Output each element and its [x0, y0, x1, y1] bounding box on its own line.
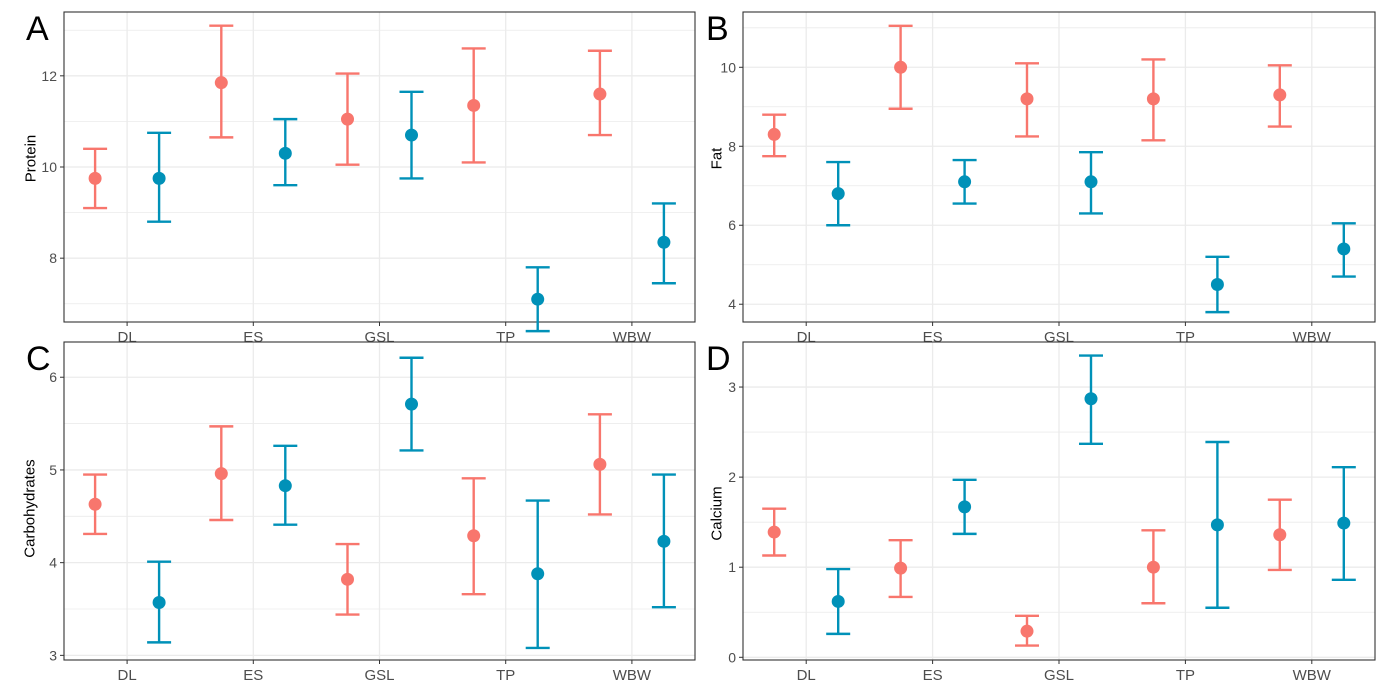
data-point-c	[88, 497, 102, 511]
data-point-a	[593, 87, 607, 101]
x-tick-label-c: TP	[496, 667, 515, 684]
x-tick-label-c: WBW	[613, 667, 652, 684]
data-point-c	[214, 467, 228, 481]
data-point-b	[958, 175, 972, 189]
y-tick-label-a: 10	[41, 159, 57, 175]
x-tick-label-d: DL	[797, 667, 816, 684]
data-point-a	[88, 171, 102, 185]
x-tick-label-c: ES	[243, 667, 263, 684]
data-point-d	[831, 594, 845, 608]
data-point-b	[1337, 242, 1351, 256]
data-point-b	[1084, 175, 1098, 189]
y-tick-label-c: 4	[49, 555, 57, 571]
data-point-d	[1084, 392, 1098, 406]
panel-label-d: D	[706, 340, 731, 378]
y-tick-label-b: 6	[728, 217, 736, 233]
y-tick-label-c: 6	[49, 369, 57, 385]
panel-label-c: C	[26, 340, 51, 378]
data-point-b	[1210, 277, 1224, 291]
data-point-c	[278, 479, 292, 493]
data-point-a	[467, 98, 481, 112]
x-tick-label-c: GSL	[364, 667, 394, 684]
data-point-b	[831, 187, 845, 201]
x-tick-label-d: ES	[923, 667, 943, 684]
data-point-b	[1020, 92, 1034, 106]
data-point-a	[214, 76, 228, 90]
data-point-d	[767, 525, 781, 539]
y-tick-label-b: 4	[728, 296, 736, 312]
data-point-b	[767, 127, 781, 141]
data-point-d	[1020, 624, 1034, 638]
panel-label-b: B	[706, 10, 729, 48]
data-point-a	[341, 112, 354, 126]
y-tick-label-b: 10	[720, 59, 736, 75]
y-tick-label-d: 0	[728, 649, 736, 665]
data-point-b	[894, 60, 908, 74]
data-point-c	[593, 457, 607, 471]
data-point-c	[405, 397, 418, 411]
y-tick-label-d: 2	[728, 469, 736, 485]
y-tick-label-c: 3	[49, 647, 57, 663]
data-point-a	[152, 171, 166, 185]
x-tick-label-d: WBW	[1293, 667, 1332, 684]
data-point-c	[531, 567, 545, 581]
data-point-d	[1210, 518, 1224, 532]
y-tick-label-d: 3	[728, 379, 736, 395]
data-point-b	[1146, 92, 1160, 106]
data-point-a	[278, 146, 292, 160]
data-point-c	[152, 596, 166, 610]
data-point-d	[1146, 560, 1160, 574]
data-point-c	[341, 572, 354, 586]
data-point-a	[657, 235, 671, 249]
x-tick-label-d: GSL	[1044, 667, 1074, 684]
y-tick-label-b: 8	[728, 138, 736, 154]
data-point-c	[657, 534, 671, 548]
data-point-b	[1273, 88, 1287, 102]
panel-label-a: A	[26, 10, 49, 48]
data-point-d	[1337, 516, 1351, 530]
data-point-a	[531, 292, 545, 306]
data-point-c	[467, 529, 481, 543]
data-point-d	[894, 561, 908, 575]
data-point-a	[405, 128, 418, 142]
y-tick-label-c: 5	[49, 462, 57, 478]
y-tick-label-a: 12	[41, 68, 57, 84]
data-point-d	[1273, 528, 1287, 542]
y-tick-label-a: 8	[49, 250, 57, 266]
data-point-d	[958, 500, 972, 514]
x-tick-label-c: DL	[118, 667, 137, 684]
x-tick-label-d: TP	[1176, 667, 1195, 684]
y-tick-label-d: 1	[728, 559, 736, 575]
